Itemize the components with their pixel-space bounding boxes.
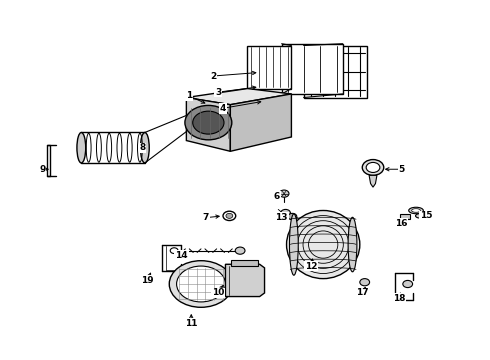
Circle shape xyxy=(281,210,291,217)
Polygon shape xyxy=(186,98,230,151)
Circle shape xyxy=(362,159,384,175)
Circle shape xyxy=(185,105,232,140)
Text: 5: 5 xyxy=(398,165,404,174)
Ellipse shape xyxy=(416,213,426,218)
Text: 1: 1 xyxy=(186,91,192,100)
Text: 13: 13 xyxy=(275,213,288,222)
Text: 16: 16 xyxy=(395,219,408,228)
Text: 18: 18 xyxy=(392,294,405,303)
Text: 8: 8 xyxy=(139,143,146,152)
Bar xyxy=(247,45,292,89)
Text: 2: 2 xyxy=(210,72,217,81)
Bar xyxy=(231,260,258,266)
Text: 12: 12 xyxy=(305,262,317,271)
Ellipse shape xyxy=(409,207,423,214)
Circle shape xyxy=(366,162,380,172)
Text: 17: 17 xyxy=(356,288,368,297)
Polygon shape xyxy=(369,175,377,187)
Ellipse shape xyxy=(77,132,86,163)
Bar xyxy=(400,214,410,220)
Text: 9: 9 xyxy=(39,165,46,174)
Text: 15: 15 xyxy=(419,211,432,220)
Polygon shape xyxy=(186,89,292,105)
Text: 11: 11 xyxy=(185,319,197,328)
Ellipse shape xyxy=(412,209,420,212)
Circle shape xyxy=(288,213,297,220)
Circle shape xyxy=(176,266,225,302)
Polygon shape xyxy=(230,94,292,151)
Text: 10: 10 xyxy=(212,288,224,297)
Circle shape xyxy=(226,213,233,219)
Circle shape xyxy=(169,261,233,307)
Text: 14: 14 xyxy=(175,251,188,260)
Bar xyxy=(47,145,50,176)
Circle shape xyxy=(360,279,369,286)
Bar xyxy=(304,45,367,98)
Ellipse shape xyxy=(287,211,360,279)
Text: 7: 7 xyxy=(203,213,209,222)
Circle shape xyxy=(279,190,289,197)
Ellipse shape xyxy=(141,132,149,163)
Bar xyxy=(282,44,343,94)
Circle shape xyxy=(170,248,178,253)
Text: 19: 19 xyxy=(141,276,153,285)
Circle shape xyxy=(403,280,413,288)
Polygon shape xyxy=(225,264,265,297)
Text: 6: 6 xyxy=(273,192,280,201)
Circle shape xyxy=(223,211,236,221)
Text: 4: 4 xyxy=(220,104,226,113)
Circle shape xyxy=(235,247,245,254)
Text: 3: 3 xyxy=(215,87,221,96)
Circle shape xyxy=(193,111,224,134)
Ellipse shape xyxy=(290,214,298,275)
Ellipse shape xyxy=(348,217,357,272)
